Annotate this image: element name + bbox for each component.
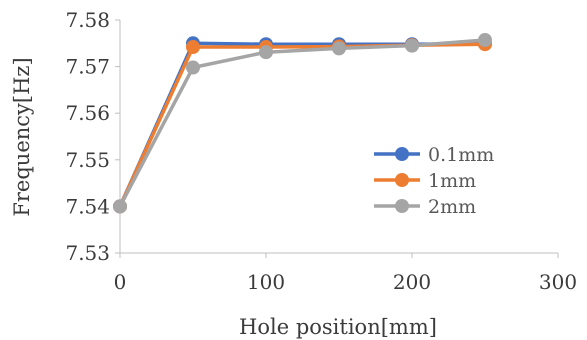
data-point-2mm xyxy=(186,60,200,75)
legend-marker-2mm xyxy=(395,199,409,213)
data-point-2mm xyxy=(478,33,492,48)
series-2mm xyxy=(113,33,492,214)
y-axis-title: Frequency[Hz] xyxy=(10,57,34,216)
y-tick-label: 7.55 xyxy=(65,148,110,172)
x-tick-labels: 0 100 200 300 xyxy=(114,270,577,294)
y-tick-label: 7.57 xyxy=(65,55,110,79)
data-point-2mm xyxy=(113,199,127,214)
y-tick-label: 7.56 xyxy=(65,101,110,125)
x-tick-label: 200 xyxy=(393,270,431,294)
legend-label-1mm: 1mm xyxy=(428,170,476,192)
y-tick-label: 7.54 xyxy=(65,194,110,218)
data-point-1mm xyxy=(186,40,200,55)
data-point-2mm xyxy=(332,41,346,56)
legend-marker-1mm xyxy=(395,173,409,187)
x-tick-label: 300 xyxy=(539,270,577,294)
legend-label-2mm: 2mm xyxy=(428,196,476,218)
legend: 0.1mm 1mm 2mm xyxy=(374,144,494,218)
y-tick-labels: 7.53 7.54 7.55 7.56 7.57 7.58 xyxy=(65,8,110,265)
axes xyxy=(115,19,559,258)
data-point-2mm xyxy=(259,45,273,60)
x-axis-title: Hole position[mm] xyxy=(239,315,437,339)
legend-label-0-1mm: 0.1mm xyxy=(428,144,494,166)
data-point-2mm xyxy=(405,38,419,53)
x-tick-label: 0 xyxy=(114,270,127,294)
legend-marker-0-1mm xyxy=(395,147,409,161)
series-line-2mm xyxy=(118,38,486,208)
series-group xyxy=(113,33,492,214)
y-tick-label: 7.58 xyxy=(65,8,110,32)
y-tick-label: 7.53 xyxy=(65,241,110,265)
x-tick-label: 100 xyxy=(247,270,285,294)
